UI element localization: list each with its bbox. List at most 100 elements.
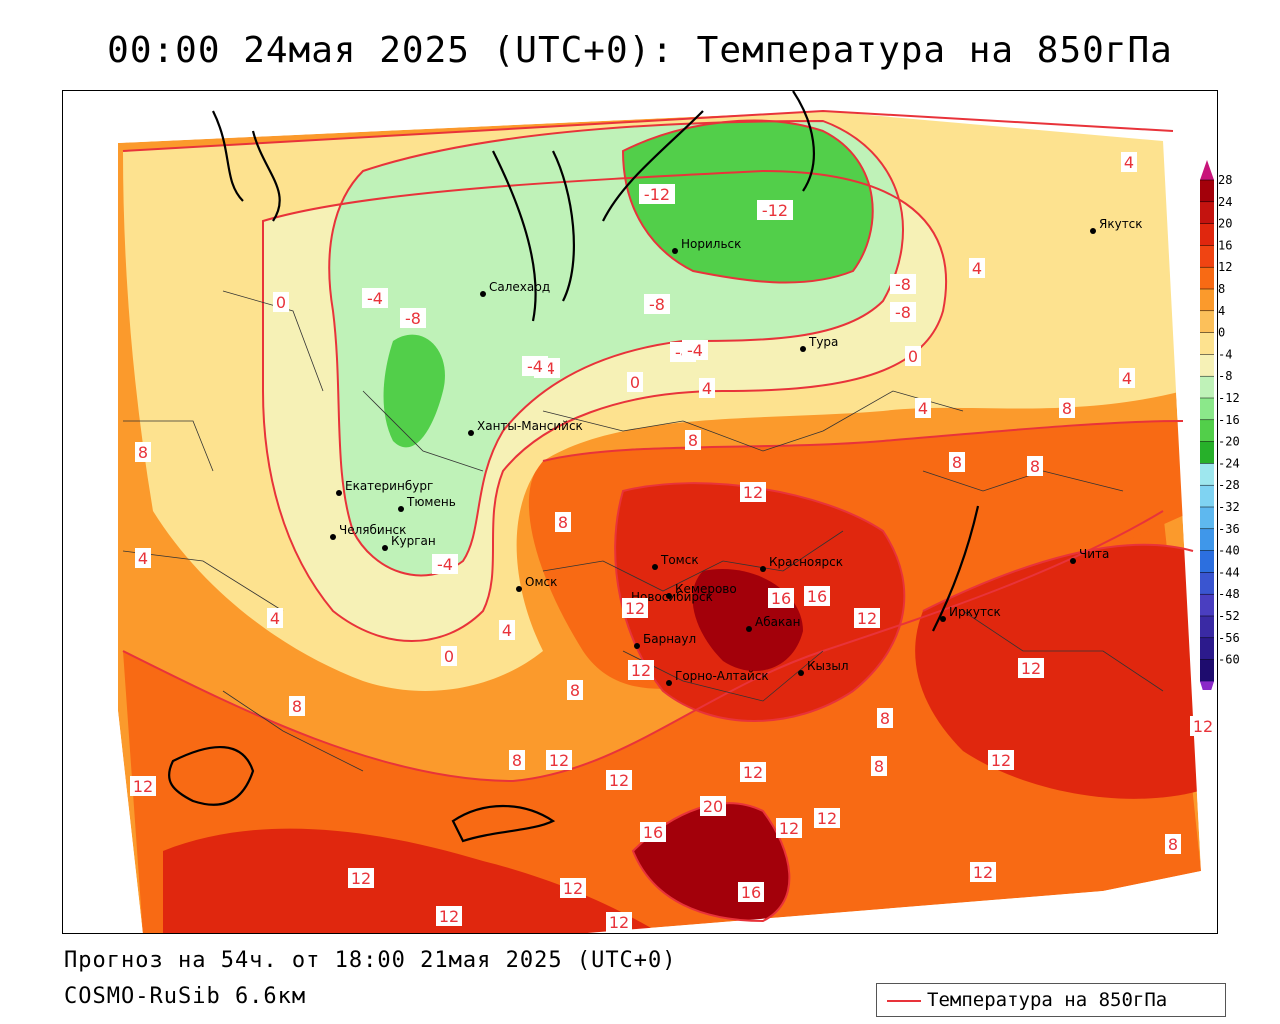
isotherm-label: -8 (890, 302, 916, 322)
isotherm-label-text: -12 (762, 201, 788, 220)
temperature-map[interactable]: Салехард Норильск Тура Якутск Ханты-Мансийск… (62, 90, 1218, 934)
zone-cold (623, 120, 873, 283)
isotherm-label: 8 (567, 680, 583, 700)
city-marker: Норильск (672, 237, 741, 254)
isotherm-label: 8 (289, 696, 305, 716)
colorbar-segment (1200, 310, 1214, 334)
isotherm-label-text: 12 (625, 599, 645, 618)
isotherm-label-text: -4 (687, 341, 703, 360)
isotherm-label: 12 (1018, 658, 1044, 678)
colorbar-segment (1200, 398, 1214, 421)
colorbar-segment (1200, 354, 1214, 377)
city-label: Абакан (755, 615, 800, 629)
coastlines (167, 91, 980, 843)
colorbar-tick-label: -36 (1218, 522, 1240, 536)
isotherm-label-text: -8 (649, 295, 665, 314)
isotherm-label: 12 (622, 598, 648, 618)
isotherm-label: 4 (135, 548, 151, 568)
isotherm-label: 12 (628, 660, 654, 680)
isotherm-label-text: 12 (743, 483, 763, 502)
colorbar-tick-label: -56 (1218, 631, 1240, 645)
isotherm-label-text: -4 (367, 289, 383, 308)
city-label: Ханты-Мансийск (477, 419, 583, 433)
isotherm-label: -8 (890, 274, 916, 294)
city-marker: Тюмень (398, 495, 456, 512)
colorbar-segment (1200, 528, 1214, 552)
colorbar-segment (1200, 616, 1214, 639)
city-marker: Курган (382, 534, 436, 551)
colorbar-segment (1200, 289, 1214, 312)
colorbar-segment (1200, 637, 1214, 661)
isotherm-label: 8 (1059, 398, 1075, 418)
colorbar-tick-label: 4 (1218, 304, 1225, 318)
city-marker: Ханты-Мансийск (468, 419, 583, 436)
colorbar-tick-label: -20 (1218, 435, 1240, 449)
colorbar-segment (1200, 332, 1214, 355)
isotherm-label-text: 12 (351, 869, 371, 888)
map-legend: Температура на 850гПа (876, 983, 1226, 1017)
forecast-info: Прогноз на 54ч. от 18:00 21мая 2025 (UTC… (64, 948, 677, 973)
isotherm-label-text: 12 (439, 907, 459, 926)
isotherm-label-text: 12 (817, 809, 837, 828)
colorbar-segment (1200, 376, 1214, 399)
isotherm-label-text: 4 (1124, 153, 1134, 172)
city-marker: Салехард (480, 280, 550, 297)
isotherm-label: 12 (1190, 716, 1216, 736)
colorbar-segment (1200, 507, 1214, 530)
colorbar-segment (1200, 441, 1214, 464)
colorbar-tick-label: 16 (1218, 238, 1232, 252)
isotherm-label-text: 8 (880, 709, 890, 728)
city-marker: Тура (800, 335, 838, 352)
colorbar-segment (1200, 463, 1214, 486)
isotherm-label-text: 4 (138, 549, 148, 568)
city-label: Омск (525, 575, 557, 589)
isotherm-label-text: 12 (133, 777, 153, 796)
isotherm-label-text: 4 (918, 399, 928, 418)
isotherm-label-text: 20 (703, 797, 723, 816)
colorbar-tick-label: 20 (1218, 217, 1232, 231)
isotherm-label: -4 (682, 340, 708, 360)
isotherm-label-text: -8 (895, 275, 911, 294)
isotherm-label-text: 12 (743, 763, 763, 782)
colorbar-segment (1200, 594, 1214, 617)
isotherm-label-text: 8 (688, 431, 698, 450)
admin-borders (122, 290, 1164, 772)
isotherm-label-text: -12 (644, 185, 670, 204)
city-label: Тюмень (406, 495, 456, 509)
isotherm-label: 8 (555, 512, 571, 532)
city-label: Иркутск (949, 605, 1001, 619)
isotherm-label: -4 (362, 288, 388, 308)
isotherm-label-text: 8 (138, 443, 148, 462)
isotherm-label: 0 (441, 646, 457, 666)
city-marker: Горно-Алтайск (666, 669, 769, 686)
isotherm-label: 12 (814, 808, 840, 828)
isotherm-label-text: 4 (702, 379, 712, 398)
map-canvas: Салехард Норильск Тура Якутск Ханты-Мансийск… (63, 91, 1217, 933)
isotherm-label-text: 16 (807, 587, 827, 606)
colorbar-tick-label: -16 (1218, 413, 1240, 427)
isotherm-label-text: 0 (908, 347, 918, 366)
isotherm-label-text: 8 (874, 757, 884, 776)
city-marker: Барнаул (634, 632, 696, 649)
city-marker: Омск (516, 575, 557, 592)
isotherm-label: 12 (436, 906, 462, 926)
isotherm-label: 8 (1027, 456, 1043, 476)
colorbar-segment (1200, 485, 1214, 508)
isotherm-label: 12 (740, 482, 766, 502)
isotherm-label-text: 4 (1122, 369, 1132, 388)
isotherm-label-text: -4 (527, 357, 543, 376)
isotherm-label-text: 8 (1062, 399, 1072, 418)
isotherm-label: 12 (606, 912, 632, 932)
legend-label: Температура на 850гПа (927, 989, 1168, 1011)
city-marker: Кемерово (666, 582, 737, 599)
colorbar-tick-label: -44 (1218, 565, 1240, 579)
colorbar-tick-label: -32 (1218, 500, 1240, 514)
colorbar-tick-label: -28 (1218, 478, 1240, 492)
isotherm-label-text: 16 (771, 589, 791, 608)
city-label: Чита (1079, 547, 1109, 561)
isotherm-label-text: 8 (292, 697, 302, 716)
outside-domain-w (63, 143, 143, 933)
colorbar-segment (1200, 201, 1214, 225)
isotherm-label-layer: -12-12-8-8-4-4-4-4-4-8-8-400004444444488… (130, 152, 1216, 932)
isotherm-label-text: 16 (741, 883, 761, 902)
